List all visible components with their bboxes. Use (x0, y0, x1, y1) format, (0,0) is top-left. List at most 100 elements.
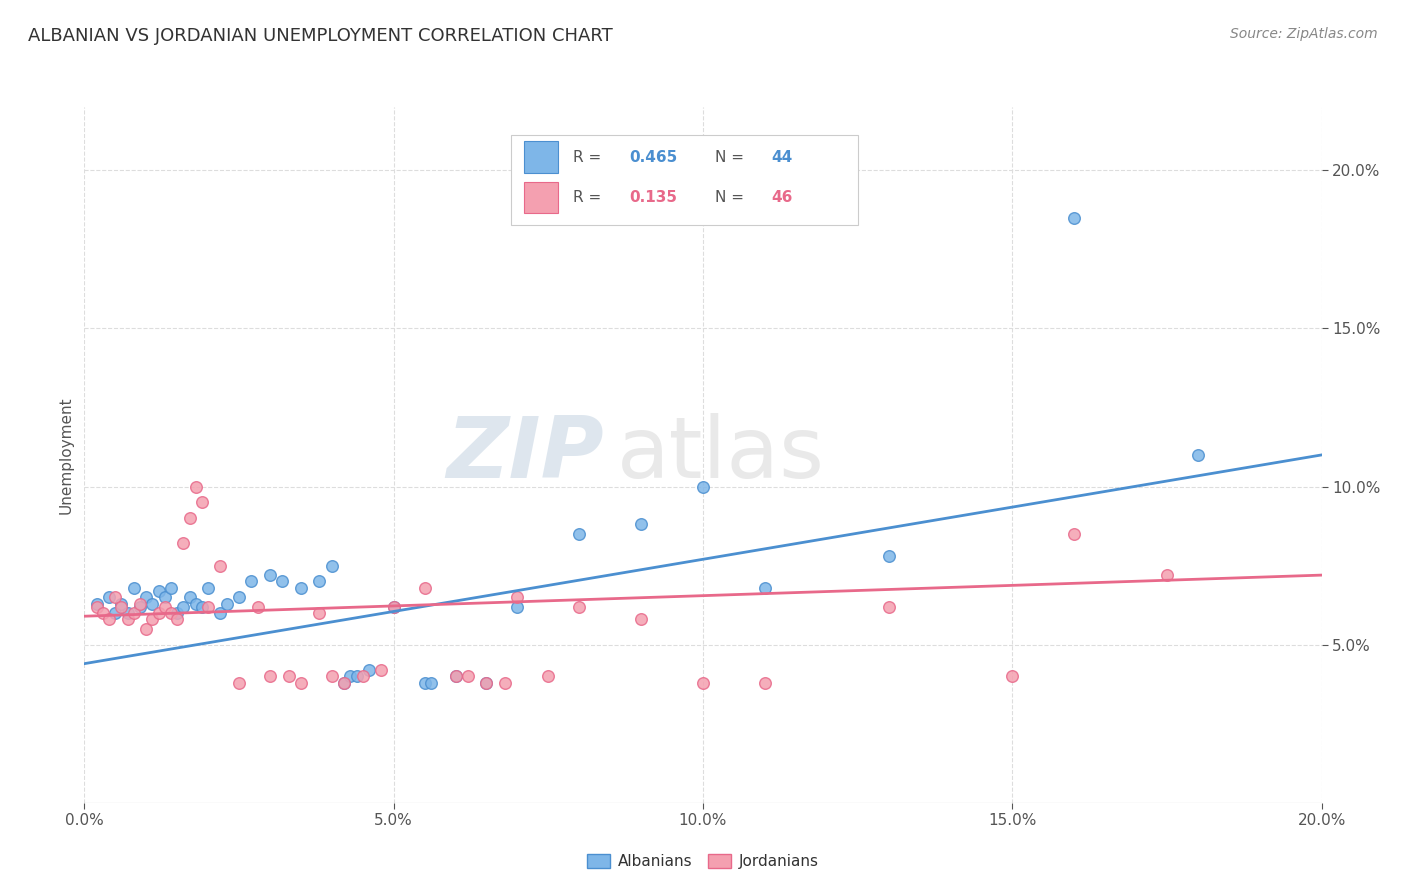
Point (290, 675, 312, 690)
Point (153, 591, 176, 605)
Point (209, 606, 232, 620)
FancyBboxPatch shape (512, 135, 858, 226)
Text: N =: N = (716, 150, 749, 165)
Point (197, 581, 219, 595)
Point (160, 606, 183, 620)
Point (191, 495, 214, 509)
Point (1063, 527, 1085, 541)
Point (475, 675, 498, 690)
Text: 0.465: 0.465 (628, 150, 678, 165)
Point (166, 606, 188, 620)
Point (877, 599, 900, 614)
Point (568, 527, 591, 541)
Point (475, 675, 498, 690)
Point (148, 583, 170, 598)
Point (506, 591, 529, 605)
Point (246, 599, 269, 614)
Point (135, 622, 157, 636)
Point (457, 669, 479, 683)
Point (1156, 568, 1178, 582)
Point (568, 599, 591, 614)
Text: R =: R = (574, 150, 606, 165)
Point (135, 591, 157, 605)
Point (110, 599, 132, 614)
Point (413, 581, 436, 595)
Point (240, 574, 263, 589)
Point (259, 568, 281, 582)
Point (277, 669, 299, 683)
Point (630, 517, 652, 532)
Point (506, 599, 529, 614)
Text: 46: 46 (770, 190, 793, 205)
Point (382, 599, 405, 614)
Point (104, 591, 127, 605)
Point (209, 558, 232, 573)
Bar (523, 182, 558, 213)
Point (141, 612, 163, 626)
Point (117, 606, 139, 620)
Point (346, 669, 368, 683)
Point (537, 669, 560, 683)
Point (122, 581, 145, 595)
Point (259, 669, 281, 683)
Point (172, 599, 194, 614)
Point (692, 675, 714, 690)
Point (419, 675, 441, 690)
Point (333, 675, 356, 690)
Point (86, 597, 108, 611)
Point (290, 581, 312, 595)
Point (228, 675, 250, 690)
Point (141, 597, 163, 611)
Point (166, 612, 188, 626)
Point (444, 669, 467, 683)
Point (98, 591, 121, 605)
Text: 0.135: 0.135 (628, 190, 676, 205)
Text: 44: 44 (770, 150, 793, 165)
Point (228, 591, 250, 605)
Point (184, 479, 207, 493)
Point (197, 599, 219, 614)
Point (754, 675, 776, 690)
Point (444, 669, 467, 683)
Y-axis label: Unemployment: Unemployment (58, 396, 73, 514)
Point (98, 612, 121, 626)
Point (215, 597, 238, 611)
Point (382, 599, 405, 614)
Text: ZIP: ZIP (446, 413, 605, 497)
Point (179, 591, 201, 605)
Point (339, 669, 361, 683)
Point (308, 574, 330, 589)
Point (308, 606, 330, 620)
Point (1001, 669, 1024, 683)
Bar (523, 142, 558, 173)
Point (630, 612, 652, 626)
Point (129, 599, 152, 614)
Point (692, 479, 714, 493)
Point (413, 675, 436, 690)
Point (333, 675, 356, 690)
Point (321, 669, 343, 683)
Text: N =: N = (716, 190, 749, 205)
Point (86, 599, 108, 614)
Point (110, 597, 132, 611)
Legend: Albanians, Jordanians: Albanians, Jordanians (582, 848, 824, 875)
Text: R =: R = (574, 190, 606, 205)
Point (494, 675, 516, 690)
Point (160, 581, 183, 595)
Point (191, 599, 214, 614)
Point (117, 612, 139, 626)
Point (104, 606, 127, 620)
Point (352, 669, 374, 683)
Point (1187, 448, 1209, 462)
Point (321, 558, 343, 573)
Point (122, 606, 145, 620)
Text: ALBANIAN VS JORDANIAN UNEMPLOYMENT CORRELATION CHART: ALBANIAN VS JORDANIAN UNEMPLOYMENT CORRE… (28, 27, 613, 45)
Point (148, 606, 170, 620)
Point (754, 581, 776, 595)
Point (370, 663, 392, 677)
Point (129, 597, 152, 611)
Point (91, 606, 114, 620)
Point (179, 511, 201, 525)
Point (153, 599, 176, 614)
Point (184, 597, 207, 611)
